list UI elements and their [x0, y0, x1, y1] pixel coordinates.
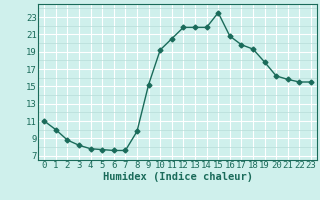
X-axis label: Humidex (Indice chaleur): Humidex (Indice chaleur) [103, 172, 252, 182]
